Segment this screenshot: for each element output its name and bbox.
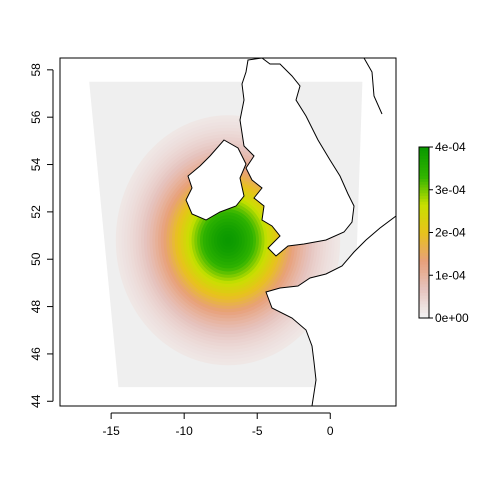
colorbar-swatch xyxy=(419,246,429,251)
y-tick-label: 58 xyxy=(29,63,43,77)
colorbar-swatch xyxy=(419,164,429,168)
colorbar-swatch xyxy=(419,158,429,162)
colorbar-swatch xyxy=(419,243,429,248)
colorbar-swatch xyxy=(419,298,429,302)
x-tick-label: -10 xyxy=(176,424,194,438)
colorbar-swatch xyxy=(419,255,429,259)
x-tick-label: 0 xyxy=(327,424,334,438)
colorbar-swatch xyxy=(419,232,429,236)
colorbar-swatch xyxy=(419,306,429,311)
colorbar-swatch xyxy=(419,184,429,188)
y-tick-label: 52 xyxy=(29,205,43,219)
colorbar-swatch xyxy=(419,292,429,296)
colorbar-swatch xyxy=(419,266,429,271)
colorbar-swatch xyxy=(419,189,429,194)
colorbar-tick-label: 2e-04 xyxy=(435,226,466,240)
colorbar-swatch xyxy=(419,149,429,154)
y-tick-label: 44 xyxy=(29,394,43,408)
colorbar-swatch xyxy=(419,221,429,225)
colorbar-swatch xyxy=(419,258,429,262)
colorbar-swatch xyxy=(419,303,429,308)
colorbar-swatch xyxy=(419,192,429,197)
colorbar-swatch xyxy=(419,178,429,182)
colorbar-swatch xyxy=(419,204,429,208)
colorbar-swatch xyxy=(419,235,429,239)
colorbar-swatch xyxy=(419,181,429,185)
x-tick-label: -5 xyxy=(252,424,263,438)
colorbar-swatch xyxy=(419,315,429,319)
colorbar-swatch xyxy=(419,201,429,205)
norway-coast xyxy=(363,58,383,115)
france-coast xyxy=(265,215,396,406)
x-tick-label: -15 xyxy=(102,424,120,438)
colorbar-swatch xyxy=(419,223,429,228)
great-britain-landmass xyxy=(239,58,355,257)
y-tick-label: 48 xyxy=(29,300,43,314)
colorbar-swatch xyxy=(419,280,429,285)
colorbar-swatch xyxy=(419,289,429,293)
ireland-landmass xyxy=(185,139,247,221)
colorbar-swatch xyxy=(419,175,429,179)
colorbar-swatch xyxy=(419,278,429,282)
colorbar-swatch xyxy=(419,249,429,254)
colorbar-swatch xyxy=(419,147,429,151)
colorbar-swatch xyxy=(419,198,429,202)
colorbar-swatch xyxy=(419,275,429,279)
colorbar-swatch xyxy=(419,241,429,245)
colorbar-swatch xyxy=(419,169,429,174)
colorbar-swatch xyxy=(419,209,429,214)
colorbar-swatch xyxy=(419,195,429,199)
y-tick-label: 54 xyxy=(29,158,43,172)
colorbar-swatch xyxy=(419,152,429,157)
colorbar-swatch xyxy=(419,295,429,299)
colorbar-swatch xyxy=(419,309,429,313)
colorbar-swatch xyxy=(419,172,429,177)
plot-area xyxy=(60,58,396,406)
y-tick-label: 46 xyxy=(29,347,43,361)
y-axis: 44 46 48 50 52 54 56 58 xyxy=(29,63,54,408)
colorbar-swatch xyxy=(419,312,429,316)
colorbar-tick-label: 1e-04 xyxy=(435,268,466,282)
colorbar-legend: 0e+00 1e-04 2e-04 3e-04 4e-04 xyxy=(418,140,469,325)
colorbar-swatch xyxy=(419,229,429,234)
colorbar-swatch xyxy=(419,206,429,211)
colorbar-swatch xyxy=(419,166,429,171)
colorbar-swatch xyxy=(419,215,429,219)
colorbar-swatch xyxy=(419,155,429,159)
colorbar-swatch xyxy=(419,272,429,276)
plot-frame xyxy=(59,57,397,407)
colorbar-swatch xyxy=(419,161,429,165)
colorbar-swatch xyxy=(419,261,429,265)
colorbar-swatch xyxy=(419,286,429,291)
colorbar-swatch xyxy=(419,300,429,305)
colorbar-swatch xyxy=(419,269,429,273)
y-tick-label: 50 xyxy=(29,252,43,266)
colorbar-swatch xyxy=(419,238,429,242)
colorbar-swatch xyxy=(419,186,429,191)
y-tick-label: 56 xyxy=(29,110,43,124)
land-masses xyxy=(185,58,396,406)
colorbar-tick-label: 4e-04 xyxy=(435,140,466,154)
colorbar-swatch xyxy=(419,283,429,288)
colorbar-swatch xyxy=(419,252,429,256)
colorbar-swatch xyxy=(419,218,429,222)
density-contour-band xyxy=(225,237,231,244)
colorbar-tick-label: 3e-04 xyxy=(435,183,466,197)
colorbar-swatch xyxy=(419,226,429,231)
colorbar-swatch xyxy=(419,263,429,268)
colorbar-swatch xyxy=(419,212,429,216)
colorbar-tick-label: 0e+00 xyxy=(435,311,469,325)
x-axis: -15 -10 -5 0 xyxy=(102,412,334,438)
